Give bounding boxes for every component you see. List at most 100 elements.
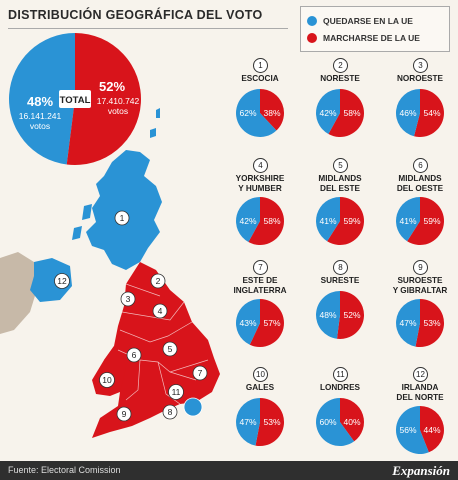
legend-label-remain: QUEDARSE EN LA UE xyxy=(323,16,413,26)
region-name-line: MIDLANDS xyxy=(318,174,362,183)
map-marker-3: 3 xyxy=(120,291,136,307)
region-card: 12 IRLANDA DEL NORTE 44% 56% xyxy=(383,367,457,469)
label-remain: 47% xyxy=(239,417,256,427)
label-leave: 53% xyxy=(263,417,280,427)
map-region-northern-ireland xyxy=(30,258,72,302)
label-remain: 56% xyxy=(399,425,416,435)
slice-remain xyxy=(236,89,277,137)
region-name-line: YORKSHIRE xyxy=(235,174,285,183)
region-card: 6 MIDLANDS DEL OESTE 59% 41% xyxy=(383,158,457,260)
region-pie: 44% 56% xyxy=(395,406,444,454)
map-marker-6: 6 xyxy=(126,347,142,363)
slice-leave xyxy=(336,291,365,339)
svg-text:8: 8 xyxy=(168,407,173,417)
slice-remain xyxy=(235,299,260,345)
total-label: TOTAL xyxy=(60,95,91,106)
svg-text:12: 12 xyxy=(57,276,67,286)
label-remain: 42% xyxy=(239,216,256,226)
slice-remain xyxy=(316,89,340,135)
region-pie: 58% 42% xyxy=(236,197,285,245)
region-card: 3 NOROESTE 54% 46% xyxy=(383,58,457,160)
scottish-islands xyxy=(72,108,160,240)
ireland-landmass xyxy=(0,252,38,334)
page-title: DISTRIBUCIÓN GEOGRÁFICA DEL VOTO xyxy=(8,8,263,22)
slice-remain xyxy=(316,398,355,446)
total-slice-remain xyxy=(8,33,75,165)
region-pie: 53% 47% xyxy=(396,299,445,347)
region-name: GALES xyxy=(219,383,301,393)
region-name-line: NORESTE xyxy=(320,74,360,83)
slice-leave xyxy=(340,398,365,442)
region-name-line: DEL OESTE xyxy=(396,184,444,193)
svg-text:7: 7 xyxy=(198,368,203,378)
region-number: 12 xyxy=(413,367,428,382)
region-name-line: ESCOCIA xyxy=(241,74,279,83)
region-name: MIDLANDS DEL ESTE xyxy=(299,174,381,194)
label-leave: 58% xyxy=(343,108,360,118)
region-name-line: LONDRES xyxy=(319,383,361,392)
slice-leave xyxy=(255,398,285,446)
region-name-line: Y HUMBER xyxy=(238,184,282,193)
slice-remain xyxy=(395,88,420,137)
slice-remain xyxy=(316,291,340,339)
label-remain: 41% xyxy=(319,216,336,226)
region-name: NOROESTE xyxy=(379,74,458,84)
region-pie: 59% 41% xyxy=(316,197,365,245)
region-name-line: IRLANDA xyxy=(401,383,439,392)
source-note: Fuente: Electoral Comission xyxy=(8,465,121,475)
region-name-line: MIDLANDS xyxy=(398,174,442,183)
region-pie: 38% 62% xyxy=(236,89,285,137)
svg-text:1: 1 xyxy=(120,213,125,223)
region-name: NORESTE xyxy=(299,74,381,84)
region-pie: 52% 48% xyxy=(316,291,365,339)
region-name-line: NOROESTE xyxy=(397,74,443,83)
region-number: 3 xyxy=(413,58,428,73)
label-leave: 59% xyxy=(423,216,440,226)
label-remain: 46% xyxy=(399,108,416,118)
map-markers: 1 2 3 4 5 6 7 8 9 10 11 12 xyxy=(54,210,208,422)
region-number: 1 xyxy=(253,58,268,73)
region-number: 11 xyxy=(333,367,348,382)
slice-leave xyxy=(249,299,284,347)
label-remain: 47% xyxy=(399,318,416,328)
total-label-box xyxy=(59,90,91,108)
label-remain: 41% xyxy=(399,216,416,226)
slice-leave xyxy=(260,89,285,131)
label-leave: 57% xyxy=(263,318,280,328)
slice-remain xyxy=(396,299,420,347)
region-number: 9 xyxy=(413,260,428,275)
map-marker-2: 2 xyxy=(150,273,166,289)
slice-remain xyxy=(395,406,429,454)
slice-leave xyxy=(248,197,285,245)
label-remain: 43% xyxy=(239,318,256,328)
region-name: YORKSHIRE Y HUMBER xyxy=(219,174,301,194)
region-name: IRLANDA DEL NORTE xyxy=(379,383,458,403)
svg-text:4: 4 xyxy=(158,306,163,316)
region-card: 9 SUROESTE Y GIBRALTAR 53% 47% xyxy=(383,260,457,362)
slice-remain xyxy=(396,197,420,242)
region-card: 11 LONDRES 40% 60% xyxy=(303,367,377,469)
total-pie: TOTAL 48% 16.141.241 votos 52% 17.410.74… xyxy=(8,33,141,166)
svg-text:6: 6 xyxy=(132,350,137,360)
label-leave: 53% xyxy=(423,318,440,328)
region-number: 6 xyxy=(413,158,428,173)
map-marker-8: 8 xyxy=(162,404,178,420)
region-card: 1 ESCOCIA 38% 62% xyxy=(223,58,297,160)
svg-text:5: 5 xyxy=(168,344,173,354)
map-marker-7: 7 xyxy=(192,365,208,381)
total-slice-leave xyxy=(66,33,141,166)
total-leave-votes-unit: votos xyxy=(108,106,128,116)
label-remain: 62% xyxy=(239,108,256,118)
region-name-line: ESTE DE xyxy=(242,276,278,285)
region-name: MIDLANDS DEL OESTE xyxy=(379,174,458,194)
slice-leave xyxy=(328,89,365,137)
map-marker-4: 4 xyxy=(152,303,168,319)
slice-leave xyxy=(414,89,444,137)
label-leave: 40% xyxy=(343,417,360,427)
region-card: 5 MIDLANDS DEL ESTE 59% 41% xyxy=(303,158,377,260)
map-region-scotland xyxy=(86,150,162,270)
footer: Fuente: Electoral Comission Expansión xyxy=(0,461,458,480)
map-marker-11: 11 xyxy=(168,384,184,400)
slice-remain xyxy=(236,398,260,446)
svg-text:3: 3 xyxy=(126,294,131,304)
